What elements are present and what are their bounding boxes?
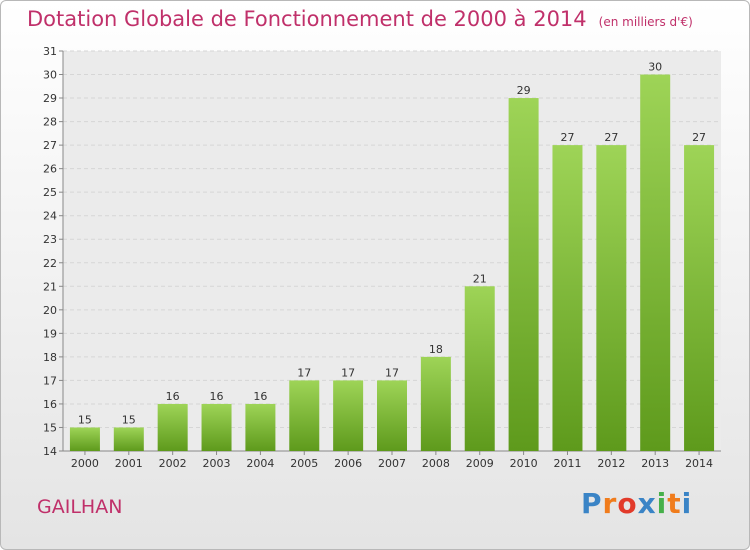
y-tick-label: 20 bbox=[43, 304, 57, 317]
x-tick-label: 2000 bbox=[71, 457, 99, 470]
logo-letter: r bbox=[602, 487, 618, 520]
logo-letter: t bbox=[667, 487, 682, 520]
bar bbox=[245, 403, 276, 451]
bar bbox=[201, 403, 232, 451]
x-tick-label: 2008 bbox=[422, 457, 450, 470]
y-tick-label: 31 bbox=[43, 45, 57, 58]
y-tick-label: 19 bbox=[43, 327, 57, 340]
proxiti-logo[interactable]: Proxiti bbox=[581, 487, 692, 520]
bar bbox=[640, 74, 671, 451]
bar bbox=[684, 145, 715, 451]
y-tick-label: 14 bbox=[43, 445, 57, 458]
bar-value-label: 16 bbox=[210, 390, 224, 403]
bar-value-label: 27 bbox=[692, 131, 706, 144]
bar bbox=[552, 145, 583, 451]
x-tick-label: 2005 bbox=[290, 457, 318, 470]
y-tick-label: 16 bbox=[43, 398, 57, 411]
x-tick-label: 2004 bbox=[246, 457, 274, 470]
bar bbox=[420, 356, 451, 451]
y-tick-label: 22 bbox=[43, 257, 57, 270]
logo-letter: P bbox=[581, 487, 603, 520]
y-tick-label: 26 bbox=[43, 163, 57, 176]
chart-title-text: Dotation Globale de Fonctionnement de 20… bbox=[27, 7, 587, 31]
bar-value-label: 15 bbox=[122, 413, 136, 426]
y-tick-label: 27 bbox=[43, 139, 57, 152]
x-tick-label: 2014 bbox=[685, 457, 713, 470]
commune-name: GAILHAN bbox=[37, 496, 123, 518]
bar-value-label: 29 bbox=[517, 84, 531, 97]
x-tick-label: 2012 bbox=[597, 457, 625, 470]
bar bbox=[464, 286, 495, 451]
bar bbox=[69, 427, 100, 451]
y-tick-label: 24 bbox=[43, 210, 57, 223]
bar-value-label: 16 bbox=[166, 390, 180, 403]
bar bbox=[596, 145, 627, 451]
bar bbox=[377, 380, 407, 451]
y-tick-label: 17 bbox=[43, 374, 57, 387]
x-tick-label: 2007 bbox=[378, 457, 406, 470]
bar-value-label: 17 bbox=[385, 366, 399, 379]
bar-value-label: 16 bbox=[253, 390, 267, 403]
x-tick-label: 2002 bbox=[159, 457, 187, 470]
chart-subtitle: (en milliers d'€) bbox=[598, 15, 693, 29]
y-tick-label: 21 bbox=[43, 280, 57, 293]
y-tick-label: 30 bbox=[43, 69, 57, 82]
logo-letter: o bbox=[617, 487, 638, 520]
x-tick-label: 2013 bbox=[641, 457, 669, 470]
bar bbox=[333, 380, 364, 451]
bar bbox=[289, 380, 320, 451]
x-tick-label: 2011 bbox=[553, 457, 581, 470]
y-tick-label: 15 bbox=[43, 421, 57, 434]
y-tick-label: 18 bbox=[43, 351, 57, 364]
bar-value-label: 30 bbox=[648, 61, 662, 74]
bar bbox=[157, 403, 188, 451]
x-tick-label: 2001 bbox=[115, 457, 143, 470]
logo-letter: i bbox=[681, 487, 693, 520]
bar bbox=[508, 98, 539, 451]
bar-value-label: 15 bbox=[78, 413, 92, 426]
chart-title: Dotation Globale de Fonctionnement de 20… bbox=[27, 7, 693, 31]
bar-value-label: 27 bbox=[604, 131, 618, 144]
y-tick-label: 23 bbox=[43, 233, 57, 246]
bar-value-label: 17 bbox=[297, 366, 311, 379]
y-tick-label: 28 bbox=[43, 116, 57, 129]
x-tick-label: 2009 bbox=[466, 457, 494, 470]
y-tick-label: 25 bbox=[43, 186, 57, 199]
x-tick-label: 2006 bbox=[334, 457, 362, 470]
bar-value-label: 18 bbox=[429, 343, 443, 356]
bar-value-label: 21 bbox=[473, 272, 487, 285]
x-tick-label: 2003 bbox=[203, 457, 231, 470]
y-tick-label: 29 bbox=[43, 92, 57, 105]
x-tick-label: 2010 bbox=[510, 457, 538, 470]
bar bbox=[113, 427, 144, 451]
logo-letter: i bbox=[656, 487, 668, 520]
logo-letter: x bbox=[637, 487, 657, 520]
bar-value-label: 17 bbox=[341, 366, 355, 379]
bar-value-label: 27 bbox=[560, 131, 574, 144]
